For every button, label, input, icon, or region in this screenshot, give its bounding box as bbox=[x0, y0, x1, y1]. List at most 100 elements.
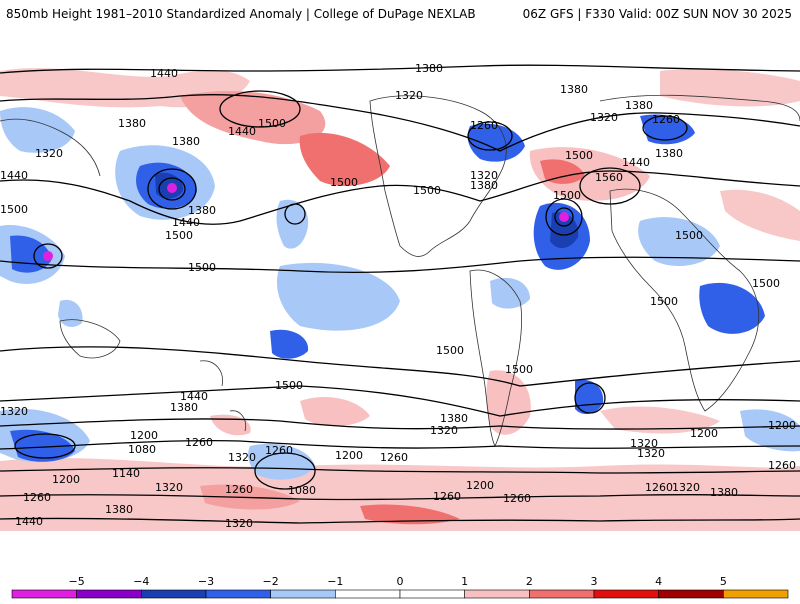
anomaly-area bbox=[559, 212, 569, 222]
contour-label: 1260 bbox=[225, 483, 253, 496]
colorbar-segment bbox=[76, 589, 142, 599]
colorbar-ticks: −5 −4 −3 −2 −1 0 1 2 3 4 5 bbox=[69, 575, 727, 588]
colorbar-tick-label: 3 bbox=[591, 575, 598, 588]
contour-line bbox=[0, 439, 800, 450]
colorbar-segment bbox=[529, 589, 595, 599]
contour-label: 1380 bbox=[560, 83, 588, 96]
height-contours bbox=[0, 64, 800, 524]
coastline bbox=[469, 269, 523, 447]
negative-anomaly-shading bbox=[0, 107, 800, 480]
anomaly-area bbox=[699, 282, 765, 334]
contour-label: 1320 bbox=[225, 517, 253, 530]
contour-label: 1440 bbox=[15, 515, 43, 528]
contour-labels: 1440 1380 1320 1380 1440 1500 1500 1500 … bbox=[0, 62, 796, 530]
anomaly-area bbox=[58, 299, 83, 327]
anomaly-area bbox=[490, 277, 530, 309]
contour-label: 1500 bbox=[675, 229, 703, 242]
colorbar-segment bbox=[723, 589, 789, 599]
anomaly-area bbox=[467, 123, 525, 162]
contour-label: 1380 bbox=[188, 204, 216, 217]
contour-label: 1260 bbox=[185, 436, 213, 449]
contour-label: 1320 bbox=[228, 451, 256, 464]
colorbar-tick-label: 4 bbox=[655, 575, 662, 588]
contour-line bbox=[579, 167, 641, 205]
coastline bbox=[59, 319, 121, 359]
anomaly-area bbox=[638, 217, 720, 266]
contour-line bbox=[0, 418, 800, 430]
anomaly-area bbox=[167, 183, 177, 193]
contour-label: 1200 bbox=[768, 419, 796, 432]
contour-line bbox=[158, 177, 186, 201]
anomaly-area bbox=[270, 329, 309, 359]
colorbar-segment bbox=[141, 589, 207, 599]
contour-label: 1080 bbox=[128, 443, 156, 456]
anomaly-area bbox=[540, 159, 585, 184]
anomaly-area bbox=[210, 414, 251, 436]
coastline bbox=[609, 188, 760, 412]
colorbar-segment bbox=[270, 589, 336, 599]
anomaly-area bbox=[10, 429, 75, 462]
colorbar-svg: −5 −4 −3 −2 −1 0 1 2 3 4 5 bbox=[11, 575, 789, 599]
contour-label: 1440 bbox=[0, 169, 28, 182]
anomaly-area bbox=[360, 504, 460, 525]
contour-label: 1500 bbox=[650, 295, 678, 308]
contour-label: 1500 bbox=[413, 184, 441, 197]
contour-label: 1500 bbox=[505, 363, 533, 376]
contour-line bbox=[0, 346, 800, 387]
colorbar-segments bbox=[11, 589, 789, 599]
contour-label: 1380 bbox=[655, 147, 683, 160]
contour-label: 1260 bbox=[645, 481, 673, 494]
contour-label: 1500 bbox=[258, 117, 286, 130]
contour-line bbox=[0, 170, 800, 225]
contour-line bbox=[0, 385, 800, 417]
header: 850mb Height 1981–2010 Standardized Anom… bbox=[0, 0, 800, 36]
coastline bbox=[199, 360, 247, 432]
contour-line bbox=[0, 94, 800, 152]
coastlines bbox=[0, 94, 800, 447]
legend-colorbar: −5 −4 −3 −2 −1 0 1 2 3 4 5 bbox=[0, 560, 800, 600]
contour-label: 1080 bbox=[288, 484, 316, 497]
anomaly-area bbox=[740, 409, 800, 452]
colorbar-tick-label: 2 bbox=[526, 575, 533, 588]
colorbar-segment bbox=[399, 589, 465, 599]
contour-label: 1380 bbox=[105, 503, 133, 516]
contour-label: 1500 bbox=[553, 189, 581, 202]
contour-label: 1320 bbox=[35, 147, 63, 160]
colorbar-segment bbox=[593, 589, 659, 599]
contour-label: 1260 bbox=[265, 444, 293, 457]
anomaly-area bbox=[295, 288, 355, 324]
map-title: 850mb Height 1981–2010 Standardized Anom… bbox=[6, 7, 476, 21]
coastline bbox=[0, 94, 800, 177]
colorbar-segment bbox=[658, 589, 724, 599]
contour-line bbox=[574, 382, 606, 414]
colorbar-segment bbox=[464, 589, 530, 599]
contour-label: 1140 bbox=[112, 467, 140, 480]
anomaly-area bbox=[299, 132, 390, 186]
contour-line bbox=[0, 256, 800, 274]
contour-label: 1500 bbox=[165, 229, 193, 242]
contour-label: 1380 bbox=[172, 135, 200, 148]
contour-label: 1500 bbox=[0, 203, 28, 216]
colorbar-segment bbox=[205, 589, 271, 599]
contour-line bbox=[147, 168, 197, 210]
contour-label: 1260 bbox=[433, 490, 461, 503]
contour-label: 1380 bbox=[470, 179, 498, 192]
contour-label: 1380 bbox=[625, 99, 653, 112]
contour-label: 1320 bbox=[637, 447, 665, 460]
contour-label: 1440 bbox=[622, 156, 650, 169]
contour-line bbox=[0, 64, 800, 74]
contour-label: 1260 bbox=[503, 492, 531, 505]
contour-label: 1500 bbox=[436, 344, 464, 357]
colorbar-tick-label: −2 bbox=[263, 575, 279, 588]
contour-label: 1500 bbox=[330, 176, 358, 189]
colorbar-tick-label: −1 bbox=[327, 575, 343, 588]
contour-line bbox=[219, 90, 301, 128]
colorbar-tick-label: 0 bbox=[397, 575, 404, 588]
contour-line bbox=[545, 198, 583, 236]
contour-line bbox=[14, 433, 76, 459]
contour-label: 1440 bbox=[150, 67, 178, 80]
run-info: 06Z GFS | F330 Valid: 00Z SUN NOV 30 202… bbox=[522, 7, 792, 21]
contour-line bbox=[0, 467, 800, 474]
contour-line bbox=[254, 452, 316, 490]
contour-label: 1380 bbox=[440, 412, 468, 425]
